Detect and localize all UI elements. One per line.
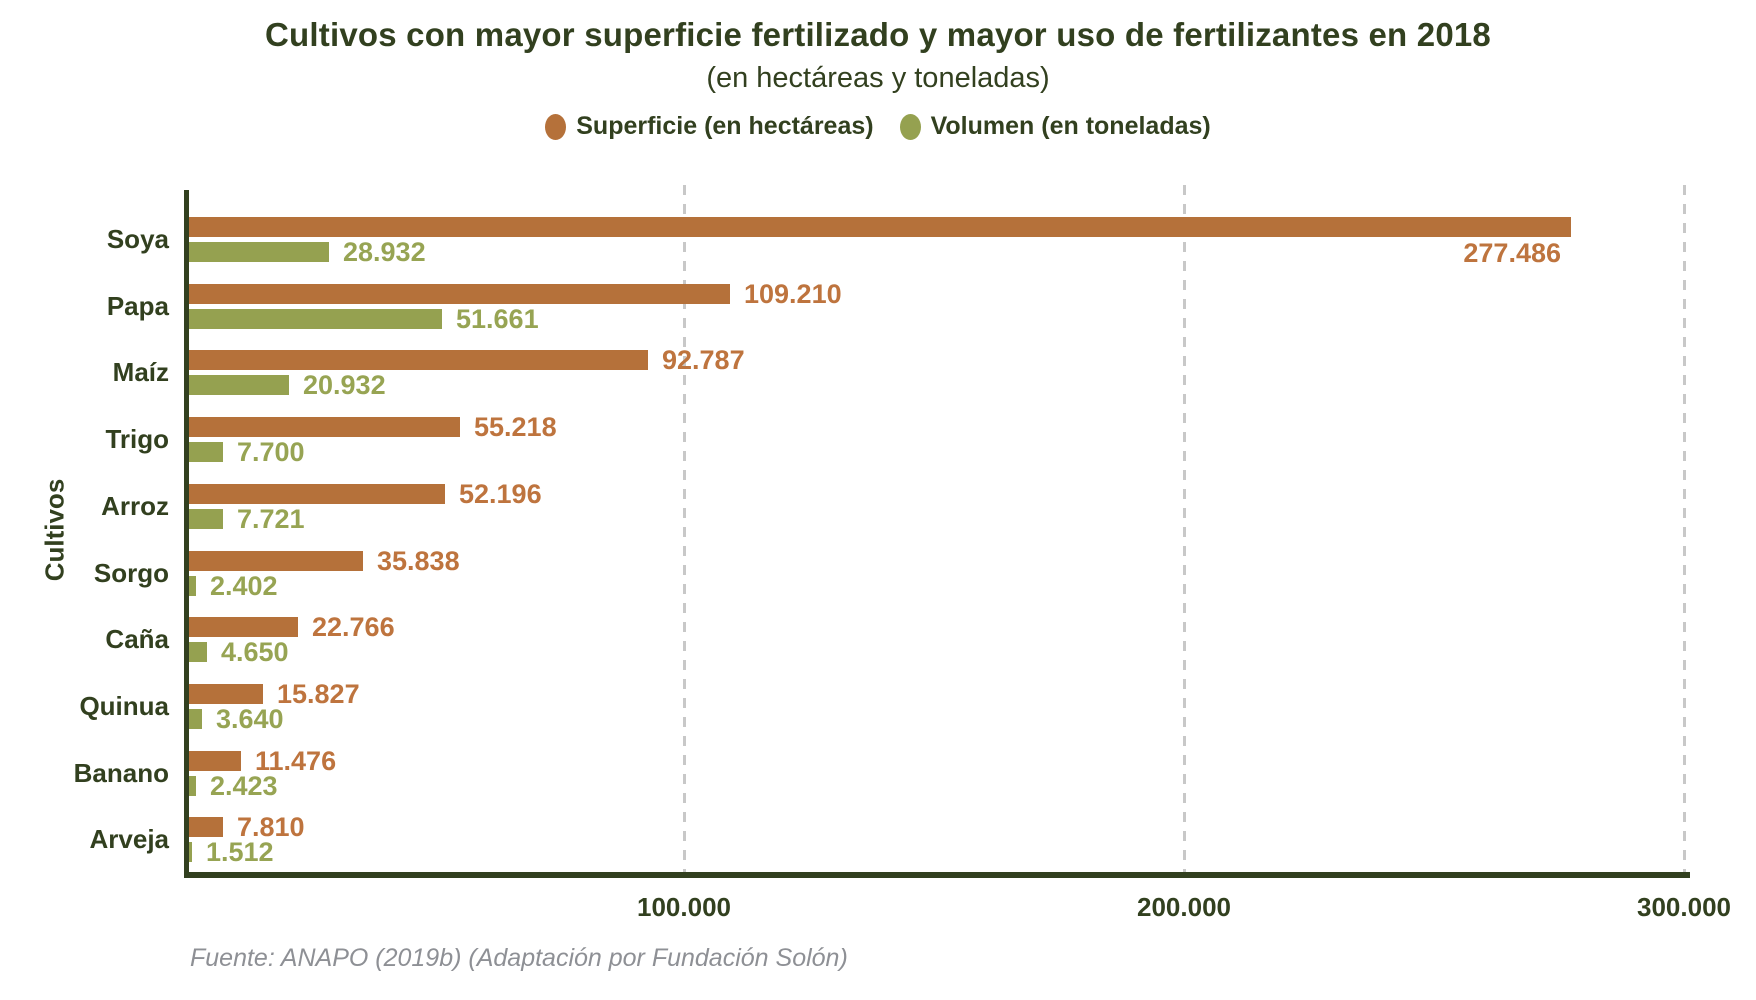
- value-label-superficie-soya: 277.486: [1463, 238, 1561, 268]
- bar-superficie-quinua: [184, 683, 263, 704]
- value-label-volumen-cana: 4.650: [221, 637, 289, 668]
- bar-superficie-sorgo: [184, 550, 363, 571]
- value-label-superficie-trigo: 55.218: [474, 412, 557, 443]
- bar-volumen-arroz: [184, 508, 223, 529]
- bar-superficie-soya: [184, 217, 1571, 237]
- value-label-volumen-maiz: 20.932: [303, 370, 386, 401]
- legend-item-superficie: Superficie (en hectáreas): [545, 112, 874, 141]
- category-label-cana: Caña: [105, 624, 169, 655]
- value-label-superficie-banano: 11.476: [255, 745, 337, 776]
- x-axis-line: [184, 872, 1690, 878]
- bar-superficie-banano: [184, 750, 241, 771]
- page-title: Cultivos con mayor superficie fertilizad…: [265, 16, 1491, 53]
- legend-label-superficie: Superficie (en hectáreas): [576, 112, 874, 140]
- legend: Superficie (en hectáreas) Volumen (en to…: [0, 112, 1756, 141]
- value-label-volumen-soya: 28.932: [343, 237, 426, 267]
- superficie-swatch-icon: [545, 113, 567, 140]
- bar-superficie-papa: [184, 283, 730, 304]
- bar-volumen-papa: [184, 308, 442, 329]
- bar-superficie-arroz: [184, 483, 445, 504]
- value-label-superficie-papa: 109.210: [744, 278, 842, 309]
- page-subtitle: (en hectáreas y toneladas): [706, 62, 1050, 94]
- value-label-superficie-arveja: 7.810: [237, 812, 305, 843]
- x-tick-label: 100.000: [637, 892, 731, 922]
- volumen-swatch-icon: [899, 113, 921, 140]
- category-label-sorgo: Sorgo: [93, 557, 169, 588]
- value-label-volumen-trigo: 7.700: [237, 437, 305, 468]
- value-label-superficie-cana: 22.766: [312, 612, 395, 643]
- category-label-trigo: Trigo: [105, 424, 169, 455]
- value-label-superficie-maiz: 92.787: [662, 345, 745, 376]
- bar-volumen-cana: [184, 642, 207, 663]
- y-axis-line: [184, 190, 189, 877]
- legend-item-volumen: Volumen (en toneladas): [899, 112, 1211, 141]
- value-label-volumen-arroz: 7.721: [237, 503, 305, 534]
- bar-superficie-maiz: [184, 350, 648, 371]
- category-label-maiz: Maíz: [112, 357, 169, 388]
- value-label-volumen-quinua: 3.640: [216, 703, 284, 734]
- category-label-arveja: Arveja: [89, 824, 170, 855]
- value-label-superficie-arroz: 52.196: [459, 478, 542, 509]
- plot-area: 100.000 200.000 300.000 Soya 277.486 28.932 Pa…: [74, 185, 1731, 922]
- category-label-arroz: Arroz: [101, 490, 169, 521]
- legend-label-volumen: Volumen (en toneladas): [930, 112, 1211, 140]
- category-label-quinua: Quinua: [79, 690, 169, 721]
- bar-volumen-soya: [184, 242, 329, 262]
- gridline-200.000: [1183, 185, 1186, 875]
- gridline-100.000: [683, 185, 686, 875]
- value-label-superficie-sorgo: 35.838: [377, 545, 460, 576]
- bar-superficie-arveja: [184, 817, 223, 838]
- value-label-superficie-quinua: 15.827: [277, 678, 360, 709]
- x-tick-label: 200.000: [1137, 892, 1231, 922]
- value-label-volumen-banano: 2.423: [210, 770, 278, 801]
- category-label-soya: Soya: [106, 224, 169, 254]
- value-label-volumen-sorgo: 2.402: [210, 570, 278, 601]
- category-label-banano: Banano: [73, 757, 169, 788]
- source-note: Fuente: ANAPO (2019b) (Adaptación por Fu…: [190, 944, 848, 972]
- value-label-volumen-arveja: 1.512: [206, 837, 274, 868]
- bar-superficie-cana: [184, 617, 298, 638]
- gridline-300.000: [1683, 185, 1686, 875]
- value-label-volumen-papa: 51.661: [456, 303, 539, 334]
- bar-volumen-trigo: [184, 442, 223, 463]
- bar-superficie-trigo: [184, 417, 460, 438]
- category-label-papa: Papa: [106, 290, 169, 321]
- bar-volumen-maiz: [184, 375, 289, 396]
- x-tick-label: 300.000: [1637, 892, 1731, 922]
